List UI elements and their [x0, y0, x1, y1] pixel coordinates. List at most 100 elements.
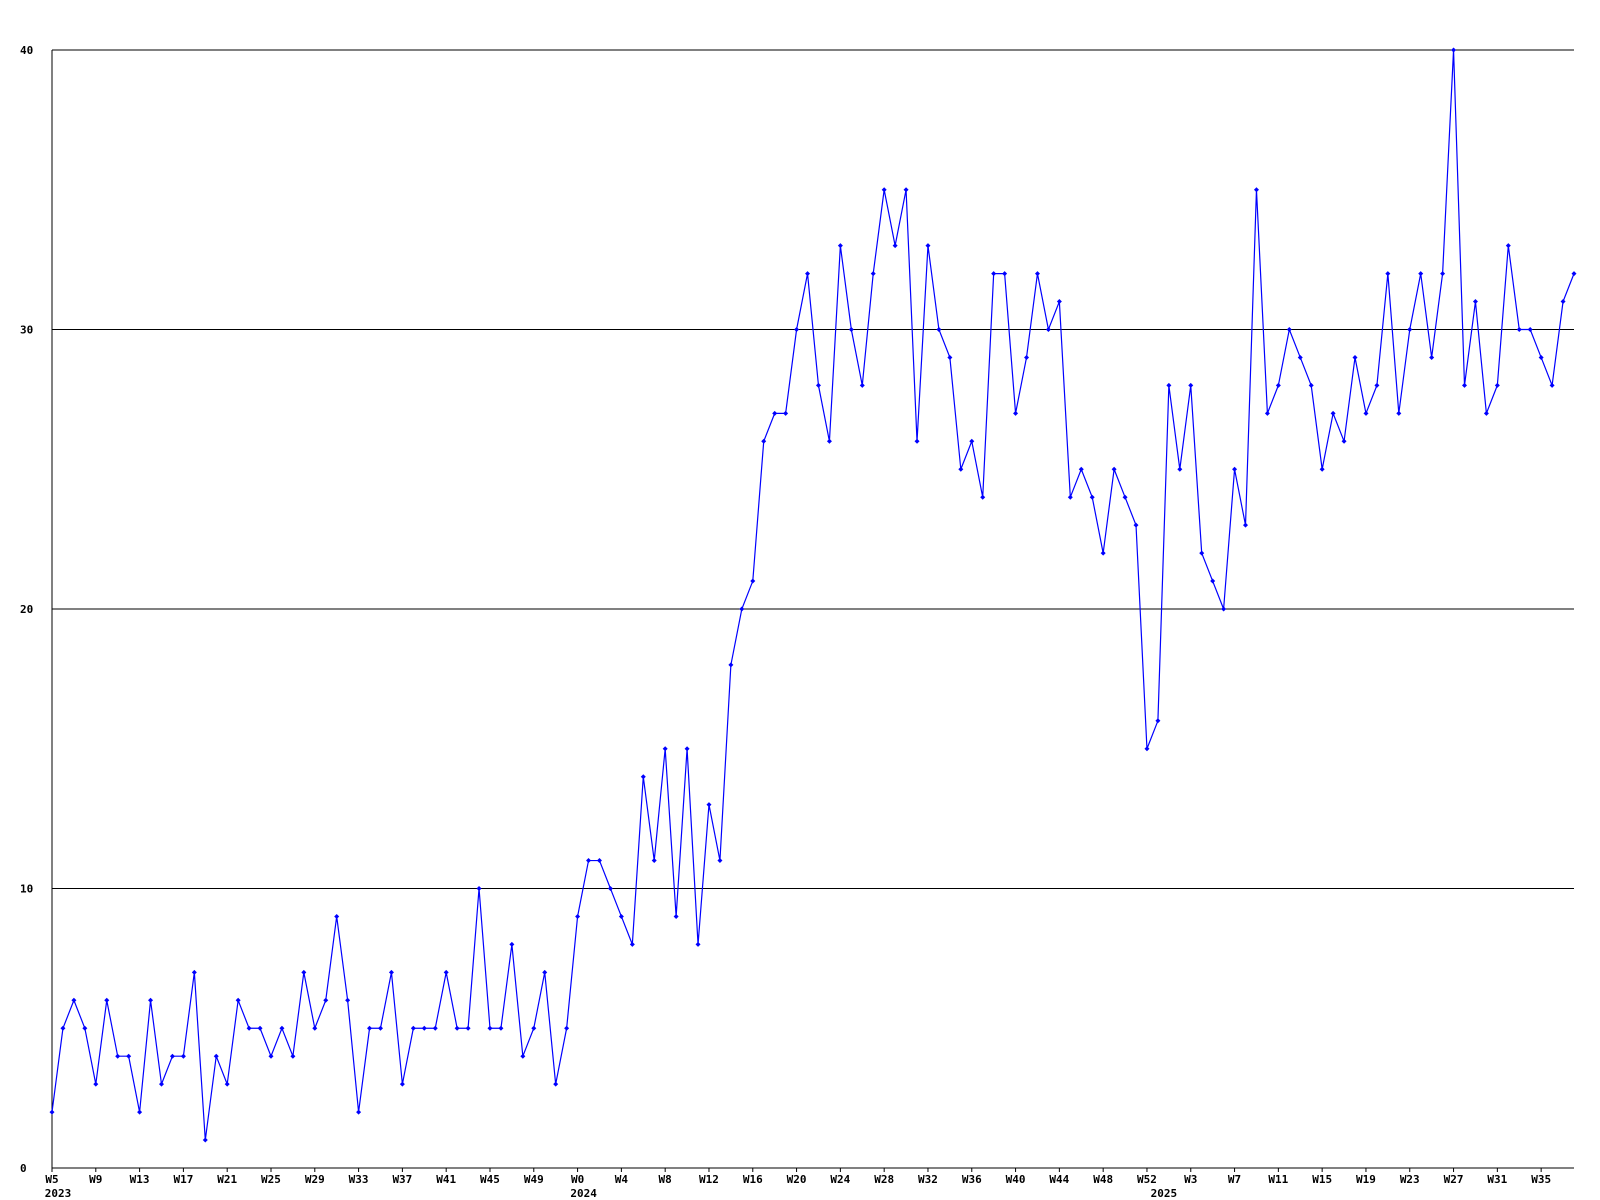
data-point: [651, 858, 657, 864]
data-point: [115, 1053, 121, 1059]
data-point: [1308, 382, 1314, 388]
data-point: [903, 187, 909, 193]
data-point: [443, 969, 449, 975]
data-point: [1045, 327, 1051, 332]
data-point: [936, 327, 942, 332]
data-point: [1232, 466, 1238, 472]
data-point: [158, 1081, 164, 1087]
data-point: [1385, 271, 1391, 277]
data-point: [1571, 271, 1577, 277]
x-tick-label: W41: [436, 1173, 456, 1186]
data-point: [794, 327, 800, 332]
data-point: [1374, 382, 1380, 388]
year-label: 2024: [570, 1187, 597, 1200]
data-point: [104, 997, 110, 1003]
data-point: [772, 410, 778, 416]
data-point: [1286, 327, 1292, 332]
x-tick-label: W28: [874, 1173, 894, 1186]
data-point: [826, 438, 832, 444]
data-point: [323, 997, 329, 1003]
data-point: [213, 1053, 219, 1059]
x-tick-label: W29: [305, 1173, 325, 1186]
data-point: [410, 1025, 416, 1031]
data-point: [1538, 354, 1544, 360]
data-point: [542, 969, 548, 975]
data-point: [1056, 299, 1062, 305]
data-point: [520, 1053, 526, 1059]
data-point: [1100, 550, 1106, 556]
data-point: [1275, 382, 1281, 388]
data-point: [1078, 466, 1084, 472]
year-label: 2023: [45, 1187, 72, 1200]
data-point: [1210, 578, 1216, 584]
data-point: [837, 243, 843, 249]
data-point: [235, 997, 241, 1003]
data-point: [1166, 382, 1172, 388]
data-point: [1352, 354, 1358, 360]
data-point: [1483, 410, 1489, 416]
data-point: [958, 466, 964, 472]
data-point: [1199, 550, 1205, 556]
x-tick-label: W27: [1444, 1173, 1464, 1186]
data-point: [1111, 466, 1117, 472]
data-point: [870, 271, 876, 277]
data-point: [991, 271, 997, 277]
x-tick-label: W16: [743, 1173, 763, 1186]
data-point: [334, 913, 340, 919]
data-point: [82, 1025, 88, 1031]
data-point: [596, 858, 602, 864]
data-point: [1024, 354, 1030, 360]
x-tick-label: W12: [699, 1173, 719, 1186]
x-tick-label: W9: [89, 1173, 102, 1186]
x-tick-label: W19: [1356, 1173, 1376, 1186]
data-point: [947, 354, 953, 360]
y-tick-label: 10: [20, 883, 33, 896]
data-point: [575, 913, 581, 919]
x-tick-label: W24: [830, 1173, 850, 1186]
data-point: [640, 774, 646, 780]
data-point: [1505, 243, 1511, 249]
data-point: [60, 1025, 66, 1031]
data-point: [93, 1081, 99, 1087]
data-point: [224, 1081, 230, 1087]
data-point: [859, 382, 865, 388]
data-point: [629, 941, 635, 947]
data-point: [191, 969, 197, 975]
y-tick-label: 20: [20, 603, 33, 616]
data-point: [1013, 410, 1019, 416]
y-tick-label: 40: [20, 44, 33, 57]
data-point: [279, 1025, 285, 1031]
data-point: [1253, 187, 1259, 193]
data-point: [1297, 354, 1303, 360]
data-point: [476, 886, 482, 891]
data-point: [969, 438, 975, 444]
x-tick-label: W4: [615, 1173, 629, 1186]
data-point: [257, 1025, 263, 1031]
data-point: [815, 382, 821, 388]
data-point: [1133, 522, 1139, 528]
data-point: [148, 997, 154, 1003]
data-point: [586, 858, 592, 864]
data-point: [1560, 299, 1566, 305]
data-point: [509, 941, 515, 947]
data-point: [881, 187, 887, 193]
data-point: [1527, 327, 1533, 332]
data-point: [1407, 327, 1413, 332]
data-point: [553, 1081, 559, 1087]
data-point: [202, 1137, 208, 1143]
data-point: [49, 1109, 55, 1115]
data-point: [1330, 410, 1336, 416]
data-point: [684, 746, 690, 752]
x-tick-label: W21: [217, 1173, 237, 1186]
data-point: [487, 1025, 493, 1031]
data-point: [1144, 746, 1150, 752]
data-point: [1067, 494, 1073, 500]
data-point: [1472, 299, 1478, 305]
x-tick-label: W40: [1006, 1173, 1026, 1186]
data-point: [301, 969, 307, 975]
data-point: [169, 1053, 175, 1059]
x-tick-label: W0: [571, 1173, 584, 1186]
data-line: [51, 49, 1575, 1141]
data-point: [706, 802, 712, 808]
